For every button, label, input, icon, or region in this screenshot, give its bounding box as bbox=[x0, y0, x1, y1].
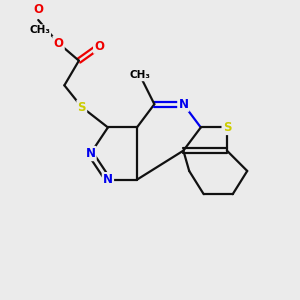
Text: N: N bbox=[178, 98, 188, 111]
Text: O: O bbox=[33, 3, 43, 16]
Text: O: O bbox=[54, 37, 64, 50]
Text: N: N bbox=[85, 147, 95, 160]
Text: S: S bbox=[77, 100, 86, 114]
Text: O: O bbox=[94, 40, 104, 53]
Text: S: S bbox=[223, 121, 231, 134]
Text: N: N bbox=[103, 173, 113, 186]
Text: CH₃: CH₃ bbox=[129, 70, 150, 80]
Text: CH₃: CH₃ bbox=[29, 25, 50, 35]
